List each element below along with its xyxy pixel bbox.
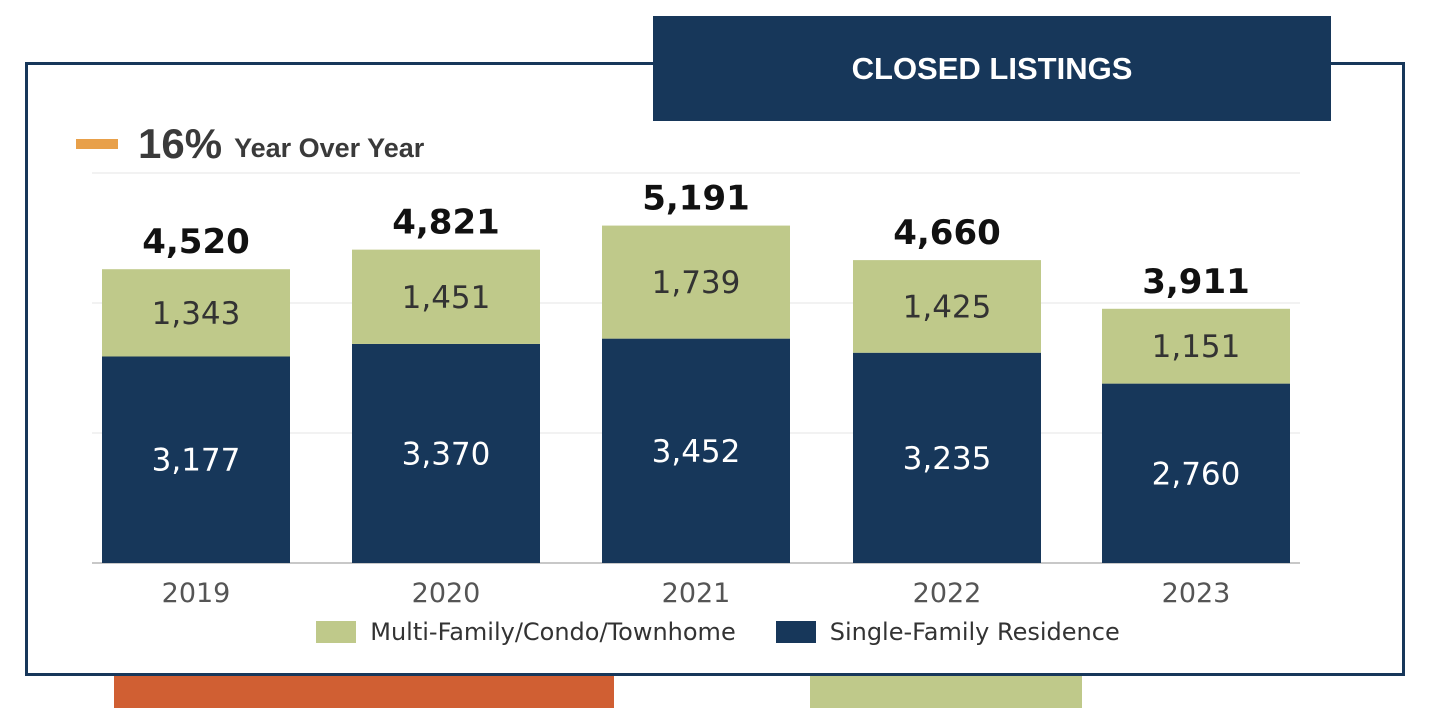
chart-legend: Multi-Family/Condo/Townhome Single-Famil… — [0, 618, 1436, 646]
total-label-2019: 4,520 — [142, 222, 250, 262]
data-label-single-family-2021: 3,452 — [652, 434, 741, 470]
legend-label-multi-family: Multi-Family/Condo/Townhome — [370, 618, 736, 646]
bar-multi-family-2020 — [352, 249, 540, 344]
total-label-2022: 4,660 — [893, 213, 1001, 253]
legend-label-single-family: Single-Family Residence — [829, 618, 1120, 646]
data-label-multi-family-2022: 1,425 — [903, 289, 992, 325]
x-tick-label-2022: 2022 — [913, 578, 982, 609]
x-tick-label-2020: 2020 — [412, 578, 481, 609]
data-label-multi-family-2021: 1,739 — [652, 265, 741, 301]
x-tick-label-2023: 2023 — [1162, 578, 1231, 609]
data-label-multi-family-2020: 1,451 — [402, 280, 491, 316]
data-label-single-family-2023: 2,760 — [1152, 456, 1241, 492]
total-label-2020: 4,821 — [392, 203, 500, 243]
bar-multi-family-2023 — [1102, 308, 1290, 384]
chart-title-banner: CLOSED LISTINGS — [653, 16, 1331, 121]
bar-multi-family-2022 — [853, 260, 1041, 353]
yoy-dash-icon — [76, 139, 118, 149]
total-label-2021: 5,191 — [642, 179, 750, 219]
yoy-label: Year Over Year — [234, 132, 425, 163]
bar-multi-family-2019 — [102, 269, 290, 357]
chart-title: CLOSED LISTINGS — [851, 50, 1133, 86]
bar-single-family-2019 — [102, 356, 290, 563]
legend-swatch-single-family — [775, 621, 816, 643]
bar-multi-family-2021 — [602, 225, 790, 339]
legend-swatch-multi-family — [316, 621, 357, 643]
bar-single-family-2022 — [853, 352, 1041, 563]
bottom-accent-green — [810, 676, 1082, 708]
bar-single-family-2023 — [1102, 383, 1290, 563]
yoy-percent: 16% — [138, 120, 223, 167]
x-tick-label-2021: 2021 — [662, 578, 731, 609]
yoy-indicator: 16% Year Over Year — [76, 114, 424, 174]
data-label-single-family-2019: 3,177 — [152, 443, 241, 479]
bar-single-family-2020 — [352, 343, 540, 563]
bar-single-family-2021 — [602, 338, 790, 563]
data-label-multi-family-2023: 1,151 — [1152, 329, 1241, 365]
x-tick-label-2019: 2019 — [162, 578, 231, 609]
data-label-single-family-2022: 3,235 — [903, 441, 992, 477]
total-label-2023: 3,911 — [1142, 262, 1250, 302]
data-label-single-family-2020: 3,370 — [402, 436, 491, 472]
legend-item-single-family: Single-Family Residence — [775, 618, 1120, 646]
legend-item-multi-family: Multi-Family/Condo/Townhome — [316, 618, 736, 646]
data-label-multi-family-2019: 1,343 — [152, 296, 241, 332]
bottom-accent-orange — [114, 676, 614, 708]
